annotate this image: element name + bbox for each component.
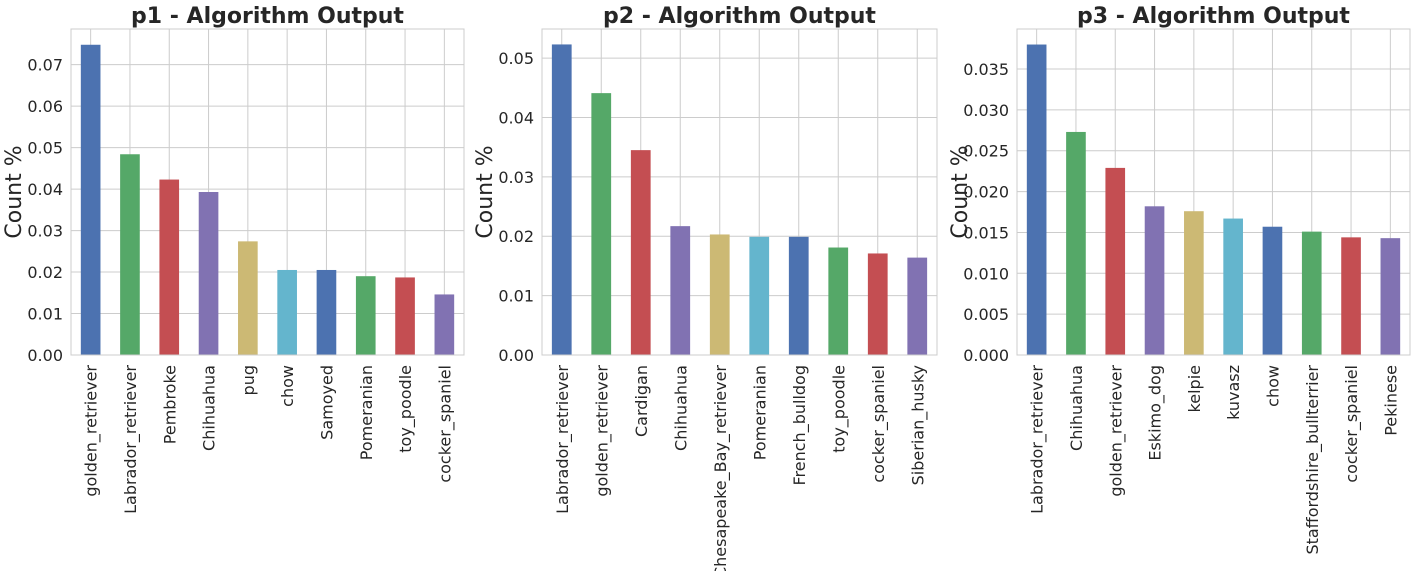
y-tick-label: 0.07	[27, 56, 63, 75]
y-tick-label: 0.00	[27, 346, 63, 365]
bar-golden_retriever	[1105, 167, 1126, 355]
bar-cocker_spaniel	[1341, 237, 1361, 355]
x-tick-label: golden_retriever	[1106, 365, 1126, 497]
bar-Samoyed	[316, 269, 337, 355]
x-tick-label: pug	[239, 365, 258, 395]
x-tick-label: Pembroke	[160, 365, 179, 444]
bar-cocker_spaniel	[867, 253, 888, 355]
y-axis-label: Count %	[473, 145, 498, 238]
x-tick-label: Chihuahua	[671, 365, 690, 451]
y-tick-label: 0.04	[27, 180, 63, 199]
y-tick-label: 0.005	[963, 305, 1009, 324]
y-tick-label: 0.035	[963, 60, 1009, 79]
y-tick-label: 0.03	[498, 168, 534, 187]
bar-toy_poodle	[828, 247, 849, 355]
bar-Cardigan	[630, 150, 651, 355]
bar-chow	[277, 269, 297, 355]
x-tick-label: toy_poodle	[829, 365, 849, 453]
x-tick-label: toy_poodle	[396, 365, 416, 453]
x-tick-label: Pomeranian	[750, 365, 769, 460]
x-tick-label: kuvasz	[1224, 365, 1243, 420]
chart-title: p2 - Algorithm Output	[603, 4, 876, 29]
y-tick-label: 0.04	[498, 108, 534, 127]
y-tick-label: 0.000	[963, 346, 1009, 365]
y-tick-label: 0.06	[27, 97, 63, 116]
x-tick-label: Staffordshire_bullterrier	[1303, 365, 1323, 555]
y-tick-label: 0.010	[963, 264, 1009, 283]
x-tick-label: chow	[1263, 365, 1282, 407]
y-tick-label: 0.02	[498, 227, 534, 246]
panel-3: 0.000 0.005 0.010 0.015 0.020 0.025 0.030 0.035…	[948, 4, 1411, 555]
x-tick-label: golden_retriever	[592, 365, 612, 497]
bar-Chihuahua	[1066, 131, 1086, 355]
chart-title: p3 - Algorithm Output	[1077, 4, 1350, 29]
x-tick-label: Eskimo_dog	[1146, 365, 1166, 461]
plot-frame	[541, 28, 938, 356]
bar-toy_poodle	[395, 277, 415, 355]
bar-chow	[1262, 226, 1283, 355]
y-tick-label: 0.00	[498, 346, 534, 365]
bar-cocker_spaniel	[434, 294, 455, 355]
x-tick-label: cocker_spaniel	[435, 365, 455, 483]
bar-pug	[238, 241, 258, 355]
x-tick-label: cocker_spaniel	[1342, 365, 1362, 483]
x-tick-label: Chihuahua	[1067, 365, 1086, 451]
bar-Labrador_retriever	[1026, 44, 1047, 356]
panel-1: 0.00 0.01 0.02 0.03 0.04 0.05 0.06 0.07 golden_r…	[2, 4, 465, 514]
bar-kelpie	[1184, 211, 1204, 355]
x-tick-label: chow	[278, 365, 297, 407]
bar-Staffordshire_bullterrier	[1301, 231, 1322, 355]
y-tick-label: 0.01	[498, 287, 534, 306]
y-axis-label: Count %	[2, 145, 27, 238]
bar-Labrador_retriever	[120, 154, 140, 355]
x-tick-label: Chihuahua	[200, 365, 219, 451]
bar-Labrador_retriever	[551, 44, 572, 356]
bar-Eskimo_dog	[1144, 206, 1165, 355]
x-tick-label: French_bulldog	[790, 365, 810, 485]
x-tick-label: kelpie	[1185, 365, 1204, 412]
x-tick-label: Pomeranian	[357, 365, 376, 460]
x-tick-label: Pekinese	[1381, 365, 1400, 436]
plot-frame	[70, 28, 465, 356]
chart-title: p1 - Algorithm Output	[131, 4, 404, 29]
y-tick-label: 0.05	[498, 49, 534, 68]
bar-Pembroke	[159, 179, 180, 355]
bar-golden_retriever	[591, 93, 612, 355]
y-tick-label: 0.02	[27, 263, 63, 282]
x-tick-label: Cardigan	[632, 365, 651, 437]
panel-2: 0.00 0.01 0.02 0.03 0.04 0.05 Labrador_retriev…	[473, 4, 938, 571]
y-tick-label: 0.025	[963, 142, 1009, 161]
bar-Siberian_husky	[907, 257, 928, 355]
x-tick-label: Samoyed	[317, 365, 336, 440]
bar-Pomeranian	[355, 276, 376, 355]
x-tick-label: Labrador_retriever	[553, 365, 573, 514]
plot-frame	[1016, 28, 1411, 356]
bar-Chihuahua	[198, 192, 219, 355]
bar-Pomeranian	[749, 236, 770, 355]
bar-Pekinese	[1380, 238, 1401, 355]
y-tick-label: 0.05	[27, 139, 63, 158]
bar-Chesapeake_Bay_retriever	[709, 234, 730, 355]
y-tick-label: 0.01	[27, 305, 63, 324]
x-tick-label: Siberian_husky	[908, 365, 928, 485]
y-axis-label: Count %	[948, 145, 973, 238]
x-tick-label: Chesapeake_Bay_retriever	[711, 365, 731, 571]
x-tick-label: Labrador_retriever	[1028, 365, 1048, 514]
x-tick-label: golden_retriever	[82, 365, 102, 497]
bar-Chihuahua	[670, 226, 691, 355]
x-tick-label: Labrador_retriever	[121, 365, 141, 514]
bar-kuvasz	[1223, 218, 1243, 355]
y-tick-label: 0.03	[27, 222, 63, 241]
x-tick-label: cocker_spaniel	[869, 365, 889, 483]
bar-French_bulldog	[788, 236, 809, 355]
y-tick-label: 0.020	[963, 183, 1009, 202]
y-tick-label: 0.015	[963, 223, 1009, 242]
bar-golden_retriever	[80, 44, 101, 356]
y-tick-label: 0.030	[963, 101, 1009, 120]
